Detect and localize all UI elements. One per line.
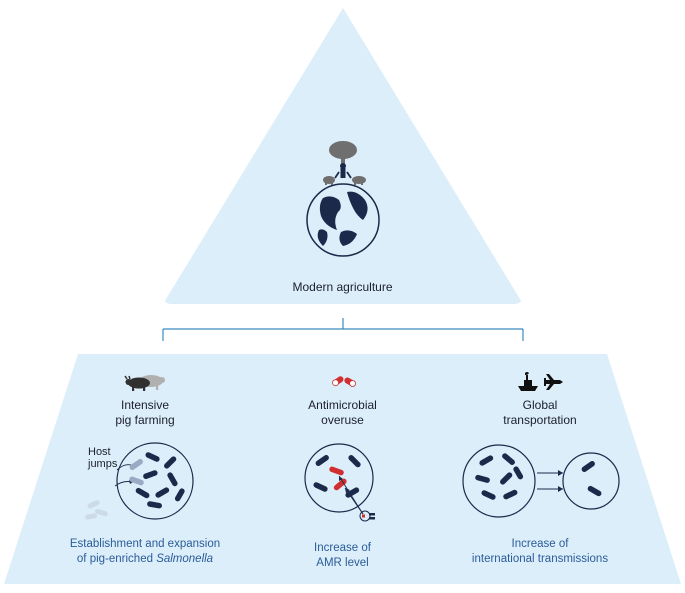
col-transport-circle (455, 440, 625, 527)
col-pig-farming-title: Intensive pig farming (115, 398, 174, 428)
pigs-icon (123, 368, 167, 392)
col-transport: Global transportation (445, 368, 635, 571)
col-antimicrobial: Antimicrobial overuse (248, 368, 438, 571)
col-antimicrobial-circle (293, 440, 393, 531)
col-pig-farming-circle (85, 440, 205, 527)
modern-agriculture-label: Modern agriculture (292, 280, 392, 294)
col-transport-caption: Increase of international transmissions (472, 537, 608, 567)
col-antimicrobial-caption: Increase of AMR level (314, 541, 371, 571)
ship-plane-icon (516, 368, 564, 392)
pills-icon (328, 368, 358, 392)
globe-farmer-icon (243, 130, 443, 265)
col-transport-title: Global transportation (503, 398, 576, 428)
col-pig-caption-italic: Salmonella (156, 553, 213, 565)
col-antimicrobial-title: Antimicrobial overuse (308, 398, 377, 428)
bracket-connector (162, 318, 524, 342)
col-pig-farming: Intensive pig farming (50, 368, 240, 571)
col-pig-farming-caption: Establishment and expansion of pig-enric… (70, 537, 220, 567)
columns-container: Intensive pig farming (50, 368, 635, 571)
